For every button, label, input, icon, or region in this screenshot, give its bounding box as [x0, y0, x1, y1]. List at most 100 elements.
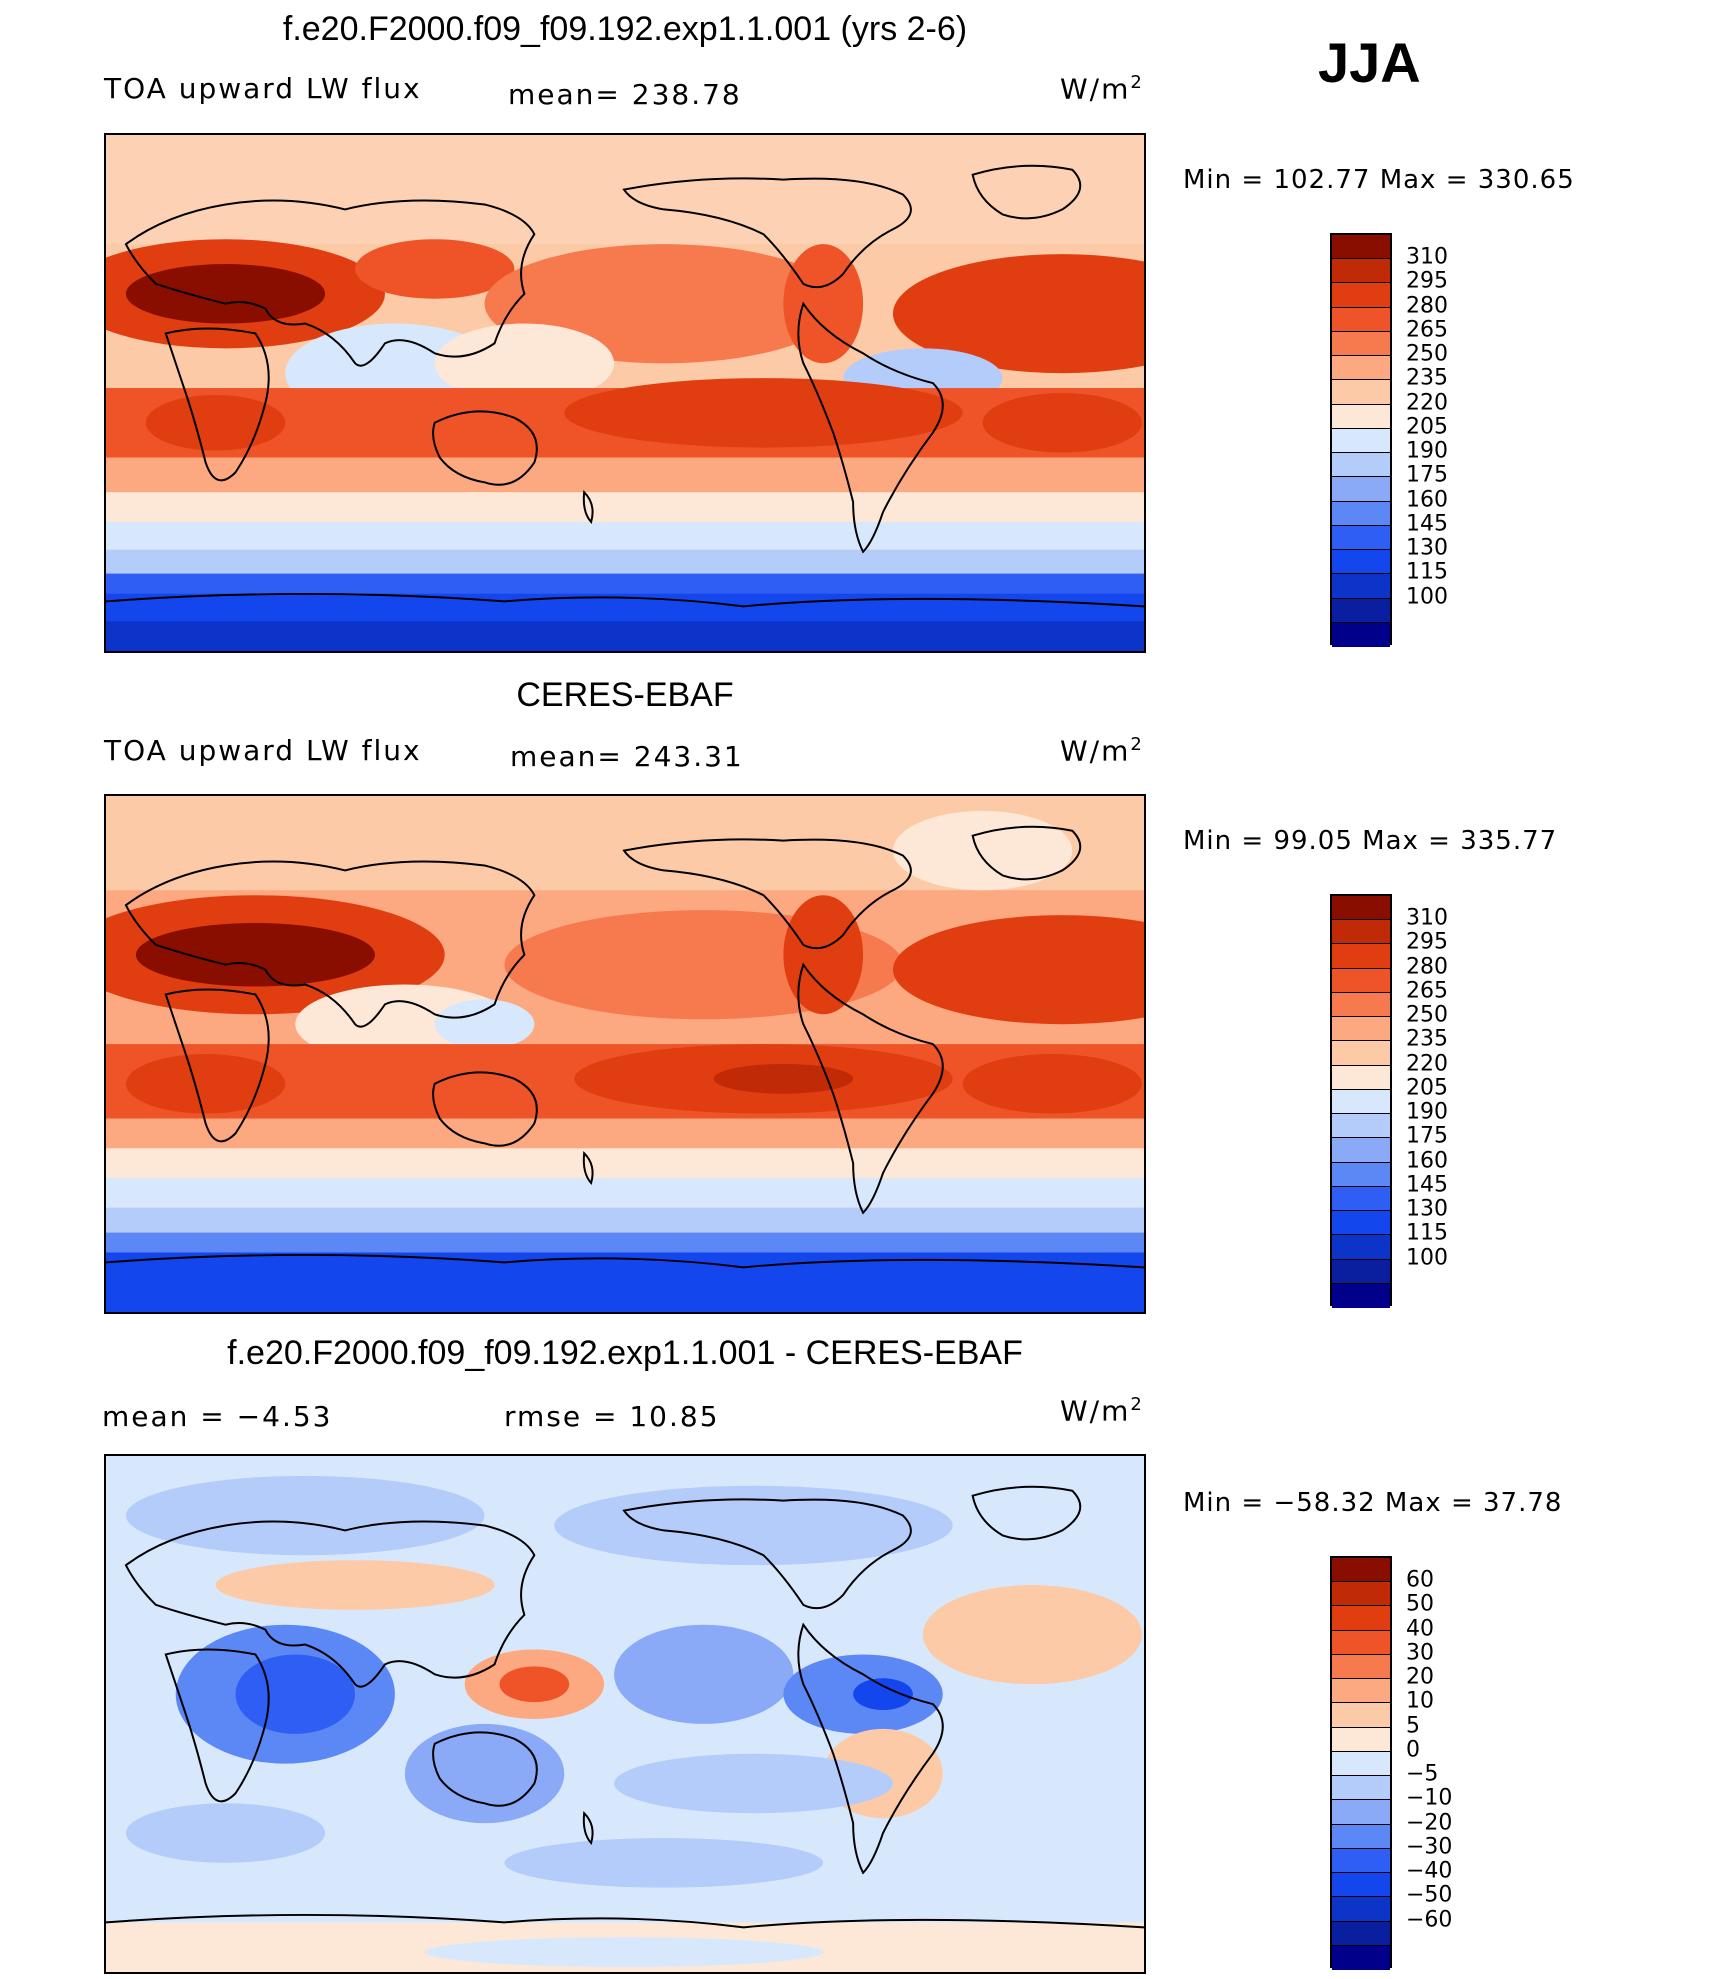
colorbar-tick-label: 205 — [1406, 414, 1448, 440]
colorbar-segment — [1332, 1186, 1390, 1212]
colorbar-tick-label: 190 — [1406, 438, 1448, 464]
colorbar-tick-label: −5 — [1406, 1761, 1439, 1787]
colorbar-tick-label: −20 — [1406, 1810, 1453, 1836]
panel-obs-title: CERES-EBAF — [516, 676, 734, 714]
colorbar-tick-label: −10 — [1406, 1785, 1453, 1811]
colorbar-segment — [1332, 477, 1390, 502]
colorbar-segment — [1332, 1089, 1390, 1115]
colorbar-tick-label: 175 — [1406, 1123, 1448, 1149]
colorbar-segment — [1332, 356, 1390, 381]
colorbar-tick-label: −40 — [1406, 1858, 1453, 1884]
panel-diff-minmax: Min = −58.32 Max = 37.78 — [1183, 1488, 1563, 1518]
colorbar-tick-label: 5 — [1406, 1713, 1420, 1739]
colorbar-segment — [1332, 1679, 1390, 1704]
panel-model-minmax: Min = 102.77 Max = 330.65 — [1183, 165, 1575, 195]
colorbar-tick-label: 280 — [1406, 954, 1448, 980]
colorbar-segment — [1332, 1138, 1390, 1163]
colorbar-segment — [1332, 1848, 1390, 1874]
colorbar-tick-label: 10 — [1406, 1688, 1434, 1714]
colorbar-tick-label: 145 — [1406, 1172, 1448, 1198]
panel-diff-map — [104, 1454, 1146, 1974]
colorbar-segment — [1332, 1751, 1390, 1777]
panel-model-title: f.e20.F2000.f09_f09.192.exp1.1.001 (yrs … — [282, 10, 968, 48]
colorbar-segment — [1332, 1114, 1390, 1139]
colorbar-segment — [1332, 404, 1390, 429]
colorbar-segment — [1332, 1873, 1390, 1898]
panel-diff-units: W/m2 — [1060, 1394, 1144, 1428]
colorbar-segment — [1332, 331, 1390, 357]
colorbar-tick-label: 220 — [1406, 390, 1448, 416]
colorbar-tick-label: −50 — [1406, 1882, 1453, 1908]
colorbar-segment — [1332, 1582, 1390, 1607]
colorbar-segment — [1332, 501, 1390, 526]
colorbar-tick-label: 130 — [1406, 1196, 1448, 1222]
colorbar-tick-label: 250 — [1406, 1002, 1448, 1028]
colorbar-segment — [1332, 1283, 1390, 1308]
colorbar-tick-label: 50 — [1406, 1591, 1434, 1617]
season-label: JJA — [1318, 31, 1421, 94]
panel-diff-rmse: rmse = 10.85 — [504, 1400, 720, 1433]
colorbar-segment — [1332, 235, 1390, 260]
colorbar-segment — [1332, 1630, 1390, 1655]
colorbar-segment — [1332, 525, 1390, 551]
panel-obs-minmax: Min = 99.05 Max = 335.77 — [1183, 826, 1558, 856]
colorbar-segment — [1332, 283, 1390, 308]
colorbar-segment — [1332, 1558, 1390, 1583]
colorbar-tick-label: 145 — [1406, 511, 1448, 537]
colorbar-segment — [1332, 1235, 1390, 1260]
colorbar-tick-label: 310 — [1406, 905, 1448, 931]
colorbar-segment — [1332, 550, 1390, 575]
colorbar-segment — [1332, 992, 1390, 1018]
colorbar-tick-label: 160 — [1406, 487, 1448, 513]
colorbar-segment — [1332, 428, 1390, 454]
panel-diff-colorbar — [1330, 1556, 1392, 1970]
colorbar-segment — [1332, 1162, 1390, 1187]
colorbar-segment — [1332, 1945, 1390, 1970]
panel-obs-variable-label: TOA upward LW flux — [104, 734, 422, 767]
colorbar-tick-label: 190 — [1406, 1099, 1448, 1125]
panel-diff-title: f.e20.F2000.f09_f09.192.exp1.1.001 - CER… — [227, 1334, 1023, 1372]
colorbar-segment — [1332, 1800, 1390, 1825]
colorbar-tick-label: 205 — [1406, 1075, 1448, 1101]
colorbar-tick-label: 295 — [1406, 929, 1448, 955]
colorbar-segment — [1332, 453, 1390, 478]
panel-obs-mean: mean= 243.31 — [510, 740, 744, 773]
colorbar-tick-label: 265 — [1406, 978, 1448, 1004]
panel-obs-map — [104, 794, 1146, 1314]
colorbar-segment — [1332, 574, 1390, 599]
colorbar-tick-label: 160 — [1406, 1148, 1448, 1174]
colorbar-segment — [1332, 1606, 1390, 1631]
colorbar-segment — [1332, 1897, 1390, 1922]
colorbar-segment — [1332, 1017, 1390, 1042]
colorbar-tick-label: 100 — [1406, 584, 1448, 610]
panel-model-colorbar — [1330, 233, 1392, 647]
colorbar-tick-label: 130 — [1406, 535, 1448, 561]
colorbar-segment — [1332, 896, 1390, 921]
colorbar-segment — [1332, 1654, 1390, 1680]
panel-obs-colorbar — [1330, 894, 1392, 1308]
panel-model-variable-label: TOA upward LW flux — [104, 72, 422, 105]
colorbar-segment — [1332, 1824, 1390, 1849]
panel-obs-units: W/m2 — [1060, 734, 1144, 768]
colorbar-segment — [1332, 1776, 1390, 1801]
colorbar-tick-label: 220 — [1406, 1051, 1448, 1077]
colorbar-tick-label: 280 — [1406, 293, 1448, 319]
map-obs-field — [106, 796, 1144, 1312]
colorbar-segment — [1332, 598, 1390, 623]
colorbar-segment — [1332, 1065, 1390, 1090]
colorbar-tick-label: 295 — [1406, 268, 1448, 294]
map-diff-field — [106, 1456, 1144, 1972]
colorbar-tick-label: 310 — [1406, 244, 1448, 270]
colorbar-segment — [1332, 259, 1390, 284]
colorbar-tick-label: 0 — [1406, 1737, 1420, 1763]
colorbar-segment — [1332, 968, 1390, 993]
colorbar-tick-label: −60 — [1406, 1907, 1453, 1933]
colorbar-tick-label: 235 — [1406, 1026, 1448, 1052]
colorbar-segment — [1332, 1703, 1390, 1728]
colorbar-tick-label: 115 — [1406, 1220, 1448, 1246]
colorbar-segment — [1332, 380, 1390, 405]
colorbar-segment — [1332, 920, 1390, 945]
colorbar-segment — [1332, 1727, 1390, 1752]
colorbar-tick-label: 100 — [1406, 1245, 1448, 1271]
colorbar-segment — [1332, 1041, 1390, 1066]
